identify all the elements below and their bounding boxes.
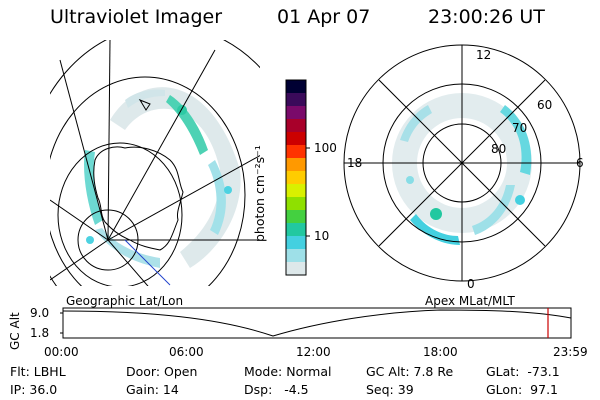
colorbar-segment: [286, 145, 306, 159]
gc-alt-curve: [62, 309, 572, 337]
y-tick-1-8: 1.8: [30, 326, 50, 340]
orbit-track: [124, 239, 171, 286]
x-tick-2359: 23:59: [553, 345, 588, 359]
polar-grid: [343, 44, 581, 282]
geographic-label: Geographic Lat/Lon: [66, 294, 184, 308]
x-tick-0600: 06:00: [169, 345, 204, 359]
y-tick-9: 9.0: [30, 306, 50, 320]
colorbar-segment: [286, 132, 306, 146]
date-label: 01 Apr 07: [277, 6, 371, 28]
gc-alt-axis-label: GC Alt: [8, 312, 22, 350]
colorbar-segment: [286, 119, 306, 133]
mlat-label-80: 80: [491, 142, 507, 156]
geographic-grid: [50, 40, 260, 286]
colorbar-segment: [286, 210, 306, 224]
geographic-image: [50, 40, 260, 286]
colorbar-segment: [286, 262, 306, 276]
x-tick-1200: 12:00: [296, 345, 331, 359]
glon-status: GLon: 97.1: [486, 382, 558, 397]
ip-status: IP: 36.0: [10, 382, 58, 397]
flt-status: Flt: LBHL: [10, 364, 66, 379]
colorbar-tick-100: 100: [314, 141, 337, 155]
colorbar-frame: [285, 79, 307, 276]
door-status: Door: Open: [126, 364, 198, 379]
mode-status: Mode: Normal: [244, 364, 332, 379]
colorbar-unit-label: photon cm⁻²s⁻¹: [252, 145, 267, 242]
colorbar-segment: [286, 93, 306, 107]
y-tick-marks: [60, 312, 63, 334]
x-tick-0000: 00:00: [44, 345, 79, 359]
apex-label: Apex MLat/MLT: [425, 294, 515, 308]
colorbar-segment: [286, 171, 306, 185]
mlat-label-60: 60: [537, 98, 553, 112]
colorbar-segment: [286, 184, 306, 198]
colorbar-segment: [286, 197, 306, 211]
instrument-title: Ultraviolet Imager: [50, 6, 223, 28]
gain-status: Gain: 14: [126, 382, 179, 397]
mlt-label-6: 6: [576, 156, 584, 170]
dsp-status: Dsp: -4.5: [244, 382, 309, 397]
time-label: 23:00:26 UT: [428, 6, 545, 28]
colorbar-segment: [286, 223, 306, 237]
antarctica-coastline: [93, 98, 184, 251]
seq-status: Seq: 39: [366, 382, 414, 397]
glat-status: GLat: -73.1: [486, 364, 560, 379]
colorbar-segment: [286, 106, 306, 120]
gc-alt-status: GC Alt: 7.8 Re: [366, 364, 454, 379]
timeline-panel: [60, 307, 572, 339]
mlat-label-70: 70: [512, 121, 528, 135]
colorbar-segment: [286, 249, 306, 263]
mlt-label-0: 0: [467, 277, 475, 291]
polar-plot: [343, 44, 581, 282]
colorbar-tick-10: 10: [314, 229, 330, 243]
x-tick-1800: 18:00: [423, 345, 458, 359]
colorbar-segment: [286, 158, 306, 172]
mlt-label-12: 12: [476, 48, 492, 62]
colorbar-segment: [286, 80, 306, 94]
colorbar-segment: [286, 236, 306, 250]
mlt-label-18: 18: [347, 156, 363, 170]
colorbar: [285, 79, 310, 276]
